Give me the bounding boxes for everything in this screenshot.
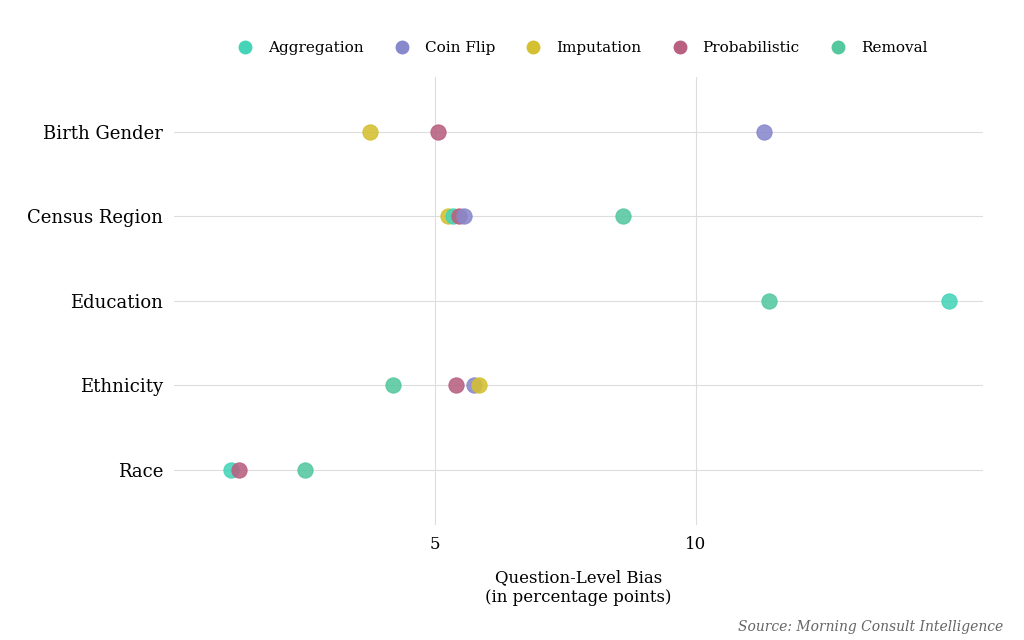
X-axis label: Question-Level Bias
(in percentage points): Question-Level Bias (in percentage point… (485, 570, 672, 606)
Point (941, 296, 957, 306)
Point (440, 211, 457, 221)
Point (447, 380, 464, 390)
Text: Source: Morning Consult Intelligence: Source: Morning Consult Intelligence (738, 620, 1004, 634)
Point (361, 127, 378, 137)
Point (466, 380, 482, 390)
Point (756, 127, 772, 137)
Point (614, 211, 631, 221)
Point (223, 465, 240, 475)
Point (456, 211, 472, 221)
Point (761, 296, 777, 306)
Point (471, 380, 487, 390)
Point (429, 127, 445, 137)
Point (385, 380, 401, 390)
Legend: Aggregation, Coin Flip, Imputation, Probabilistic, Removal: Aggregation, Coin Flip, Imputation, Prob… (224, 35, 933, 61)
Point (451, 211, 467, 221)
Point (231, 465, 248, 475)
Point (296, 465, 312, 475)
Point (445, 211, 462, 221)
